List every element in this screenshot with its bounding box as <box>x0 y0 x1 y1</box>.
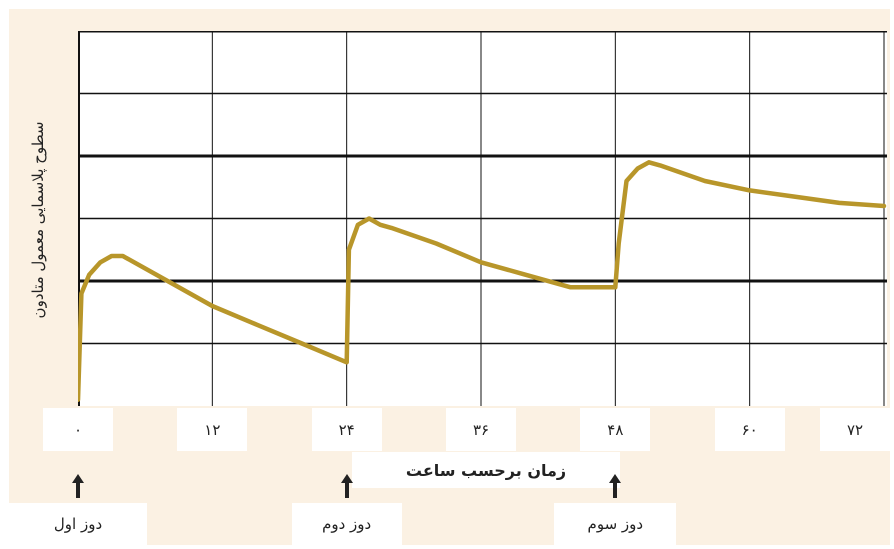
line-chart <box>78 31 887 406</box>
x-axis-label: زمان برحسب ساعت <box>352 452 620 488</box>
x-tick-label: ۶۰ <box>714 408 785 451</box>
x-tick-label: ۱۲ <box>177 408 248 451</box>
up-arrow-icon <box>340 474 353 498</box>
x-tick-label: ۷۲ <box>820 408 890 451</box>
y-axis-label: سطوح پلاسمایی معمول متادون <box>29 121 47 319</box>
dose-label: دوز سوم <box>554 503 677 545</box>
x-tick-label: ۳۶ <box>446 408 516 451</box>
up-arrow-icon <box>72 474 84 498</box>
x-tick-label: ۴۸ <box>580 408 651 451</box>
up-arrow-icon <box>609 474 622 498</box>
dose-label: دوز دوم <box>291 503 402 545</box>
plot-area <box>78 31 887 406</box>
series-line <box>78 160 887 402</box>
x-tick-label: ۲۴ <box>311 408 382 451</box>
dose-label: دوز اول <box>9 503 147 545</box>
x-tick-label: ۰ <box>43 408 113 451</box>
